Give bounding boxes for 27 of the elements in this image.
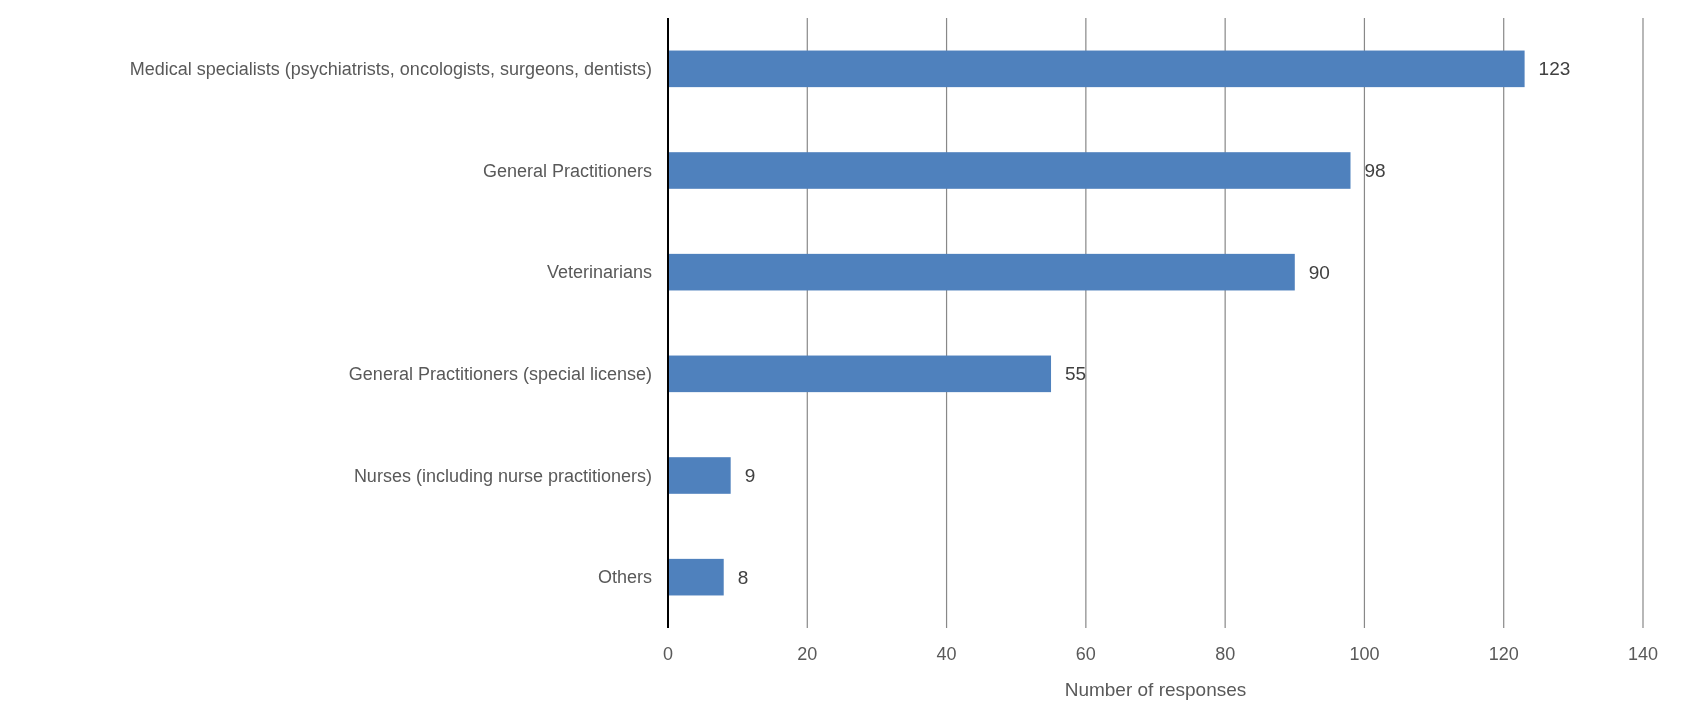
bar [668,152,1351,189]
x-tick-label: 20 [797,644,818,664]
y-tick-label: Nurses (including nurse practitioners) [353,465,652,486]
data-label: 98 [1364,160,1386,182]
x-tick-label: 60 [1075,644,1096,664]
data-label: 123 [1538,58,1571,80]
bar [668,253,1295,291]
x-tick-label: 140 [1627,644,1659,664]
data-label: 9 [744,465,756,487]
x-tick-label: 0 [662,644,674,664]
data-label: 8 [737,566,749,588]
x-tick-label: 120 [1488,644,1519,664]
y-tick-label: Veterinarians [546,262,652,283]
x-tick-label: 80 [1215,644,1236,664]
y-tick-label: General Practitioners [482,160,652,181]
data-label: 55 [1065,363,1087,385]
bar [668,457,731,494]
bar [668,50,1525,88]
x-tick-label: 40 [936,644,957,664]
y-tick-label: Medical specialists (psychiatrists, oncologists, surgeons, dentists) [129,59,652,80]
x-axis-title: Number of responses [1064,679,1247,700]
bar [668,558,724,596]
bar [668,355,1052,393]
y-tick-label: General Practitioners (special license) [348,364,652,385]
y-tick-label: Others [597,567,652,588]
x-tick-label: 100 [1349,644,1380,664]
data-label: 90 [1308,261,1330,283]
